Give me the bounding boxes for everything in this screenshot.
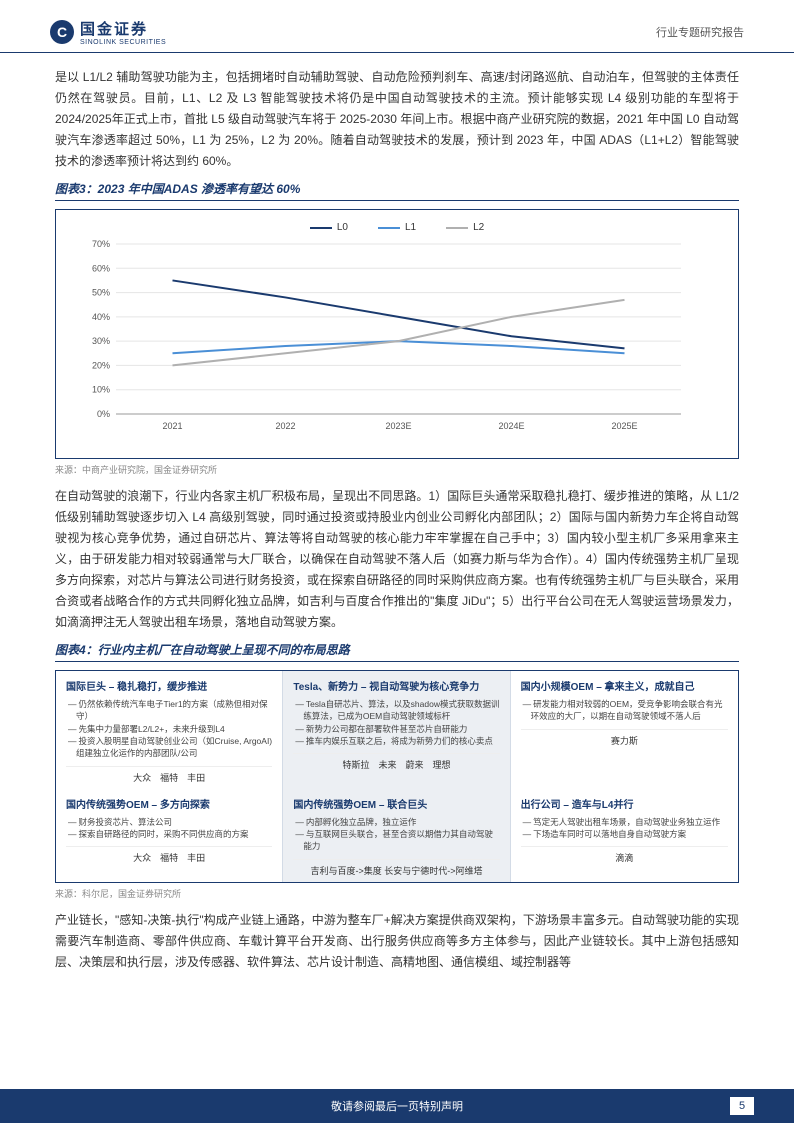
page-number: 5 xyxy=(730,1097,754,1115)
table-cell: 国际巨头 – 稳扎稳打，缓步推进仍然依赖传统汽车电子Tier1的方案（成熟但相对… xyxy=(56,671,283,789)
svg-text:50%: 50% xyxy=(92,288,110,298)
svg-text:2021: 2021 xyxy=(162,421,182,431)
svg-text:0%: 0% xyxy=(97,409,110,419)
svg-text:20%: 20% xyxy=(92,360,110,370)
svg-text:2024E: 2024E xyxy=(498,421,524,431)
figure4-table: 国际巨头 – 稳扎稳打，缓步推进仍然依赖传统汽车电子Tier1的方案（成熟但相对… xyxy=(55,670,739,883)
svg-text:70%: 70% xyxy=(92,239,110,249)
table-cell: 国内小规模OEM – 拿来主义，成就自己研发能力相对较弱的OEM，受竞争影响会联… xyxy=(511,671,738,789)
paragraph-3: 产业链长，"感知-决策-执行"构成产业链上通路，中游为整车厂+解决方案提供商双架… xyxy=(55,910,739,973)
legend-l0: L0 xyxy=(337,222,348,233)
svg-text:60%: 60% xyxy=(92,263,110,273)
logo-en: SINOLINK SECURITIES xyxy=(80,39,166,46)
svg-text:2025E: 2025E xyxy=(611,421,637,431)
legend-l2: L2 xyxy=(473,222,484,233)
header-subtitle: 行业专题研究报告 xyxy=(656,24,744,40)
paragraph-2: 在自动驾驶的浪潮下，行业内各家主机厂积极布局，呈现出不同思路。1）国际巨头通常采… xyxy=(55,486,739,633)
logo: C 国金证券 SINOLINK SECURITIES xyxy=(50,18,166,46)
svg-text:40%: 40% xyxy=(92,312,110,322)
svg-text:2022: 2022 xyxy=(275,421,295,431)
table-cell: 国内传统强势OEM – 联合巨头内部孵化独立品牌，独立运作与互联网巨头联合，甚至… xyxy=(283,789,510,882)
svg-text:10%: 10% xyxy=(92,385,110,395)
line-chart-svg: 0% 10% 20% 30% 40% 50% 60% 70% 2021 2022 2023E 2024… xyxy=(71,239,691,439)
footer-text: 敬请参阅最后一页特别声明 xyxy=(331,1098,463,1114)
figure4-title: 图表4：行业内主机厂在自动驾驶上呈现不同的布局思路 xyxy=(55,641,739,662)
figure3-chart: L0 L1 L2 0% 10% 20% 30% 40% 50% 60% 70% 2021 2022… xyxy=(55,209,739,459)
table-cell: 出行公司 – 造车与L4并行笃定无人驾驶出租车场景，自动驾驶业务独立运作下场造车… xyxy=(511,789,738,882)
paragraph-1: 是以 L1/L2 辅助驾驶功能为主，包括拥堵时自动辅助驾驶、自动危险预判刹车、高… xyxy=(55,67,739,172)
chart-legend: L0 L1 L2 xyxy=(71,222,723,233)
table-cell: 国内传统强势OEM – 多方向探索财务投资芯片、算法公司探索自研路径的同时，采购… xyxy=(56,789,283,882)
figure3-source: 来源：中商产业研究院，国金证券研究所 xyxy=(55,463,739,476)
page-header: C 国金证券 SINOLINK SECURITIES 行业专题研究报告 xyxy=(0,0,794,53)
page-footer: 敬请参阅最后一页特别声明 5 xyxy=(0,1089,794,1123)
svg-text:2023E: 2023E xyxy=(385,421,411,431)
logo-icon: C xyxy=(50,20,74,44)
figure3-title: 图表3：2023 年中国ADAS 渗透率有望达 60% xyxy=(55,180,739,201)
legend-l1: L1 xyxy=(405,222,416,233)
table-cell: Tesla、新势力 – 视自动驾驶为核心竞争力Tesla自研芯片、算法，以及sh… xyxy=(283,671,510,789)
svg-text:30%: 30% xyxy=(92,336,110,346)
logo-cn: 国金证券 xyxy=(80,18,166,39)
figure4-source: 来源：科尔尼，国金证券研究所 xyxy=(55,887,739,900)
